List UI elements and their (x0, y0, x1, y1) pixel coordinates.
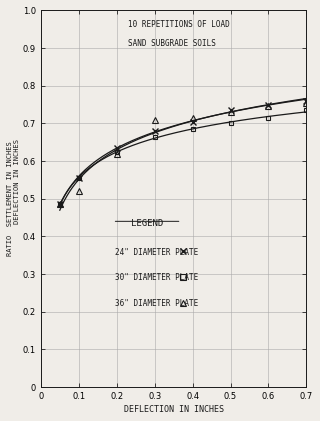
Text: 24" DIAMETER PLATE: 24" DIAMETER PLATE (115, 248, 198, 257)
X-axis label: DEFLECTION IN INCHES: DEFLECTION IN INCHES (124, 405, 224, 414)
Text: 10 REPETITIONS OF LOAD: 10 REPETITIONS OF LOAD (129, 20, 230, 29)
Y-axis label: RATIO  SETTLEMENT IN INCHES
        DEFLECTION IN INCHES: RATIO SETTLEMENT IN INCHES DEFLECTION IN… (7, 139, 20, 258)
Text: LEGEND: LEGEND (131, 219, 163, 229)
Text: 36" DIAMETER PLATE: 36" DIAMETER PLATE (115, 299, 198, 308)
Text: 30" DIAMETER PLATE: 30" DIAMETER PLATE (115, 273, 198, 282)
Text: SAND SUBGRADE SOILS: SAND SUBGRADE SOILS (129, 39, 216, 48)
